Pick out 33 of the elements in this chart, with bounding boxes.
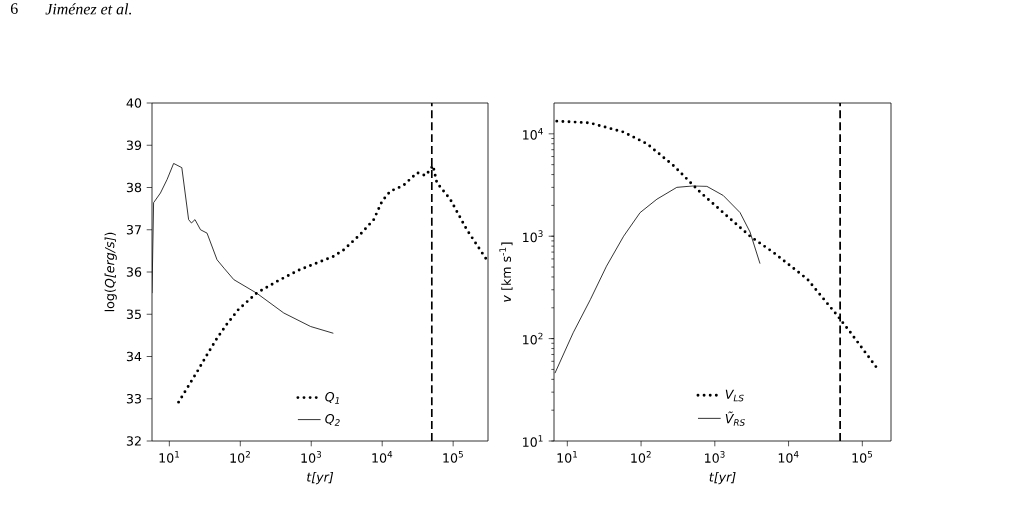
x-axis-title: t[yr] [709, 471, 736, 485]
y-tick-label: 10$^{2}$ [523, 332, 543, 345]
y-tick-label: 36 [126, 267, 142, 277]
y-tick-label: 10$^{3}$ [523, 230, 543, 243]
x-tick-label: 10$^{4}$ [778, 450, 799, 463]
y-axis-title: log(Q[erg/s]) [104, 232, 117, 312]
x-tick-label: 10$^{5}$ [852, 450, 873, 463]
x-tick-label: 10$^{3}$ [705, 450, 725, 463]
x-axis-title: t[yr] [307, 471, 334, 485]
legend-label: V$_{LS}$ [725, 389, 744, 402]
y-tick-label: 34 [126, 351, 142, 362]
y-axis-title: v [km s$^{-1}$] [499, 242, 513, 302]
y-tick-label: 39 [126, 140, 142, 151]
x-tick-label: 10$^{4}$ [372, 451, 393, 463]
y-tick-label: 37 [126, 224, 141, 235]
legend-label: Ṽ$_{RS}$ [725, 411, 745, 426]
legend-label: Q$_{1}$ [325, 391, 339, 404]
x-tick-label: 10$^{5}$ [443, 451, 463, 463]
y-tick-label: 33 [126, 393, 141, 404]
x-tick-label: 10$^{1}$ [159, 451, 180, 463]
x-tick-label: 10$^{2}$ [631, 450, 651, 463]
text: Jiménez et al. [45, 3, 132, 15]
x-tick-label: 10$^{1}$ [557, 450, 578, 463]
legend-label: Q$_{2}$ [325, 413, 340, 426]
y-tick-label: 32 [126, 436, 141, 446]
x-tick-label: 10$^{2}$ [230, 451, 250, 463]
x-tick-label: 10$^{3}$ [301, 451, 322, 463]
y-tick-label: 10$^{4}$ [523, 127, 543, 140]
text: 6 [10, 3, 18, 14]
y-tick-label: 40 [126, 98, 142, 108]
y-tick-label: 10$^{1}$ [523, 435, 543, 447]
y-tick-label: 35 [126, 309, 141, 320]
y-tick-label: 38 [126, 182, 142, 193]
